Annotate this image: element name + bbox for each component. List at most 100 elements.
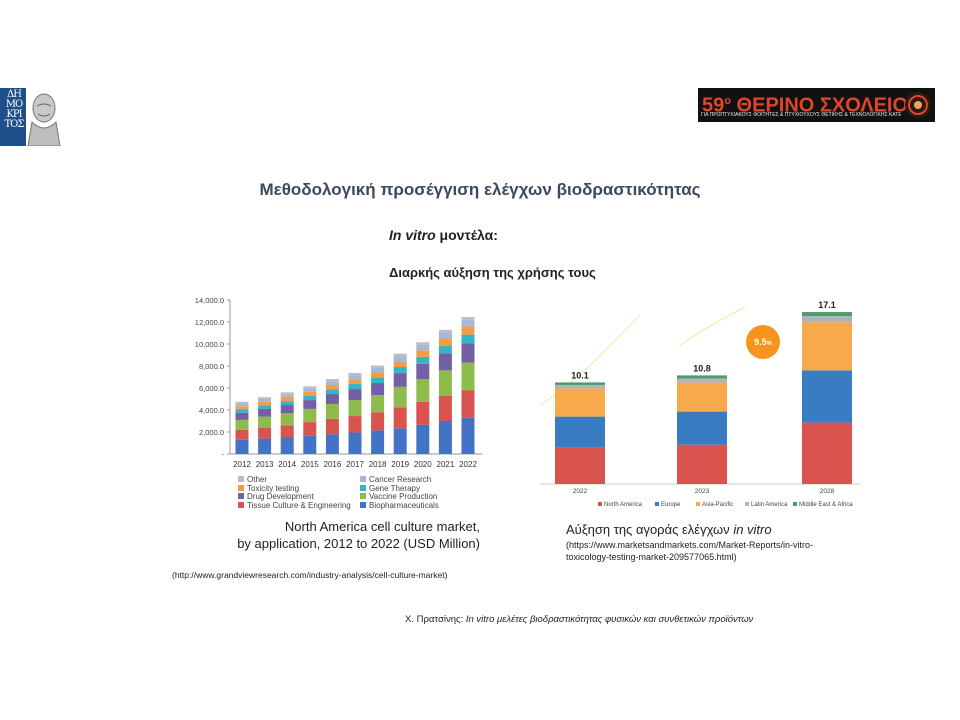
bar-segment	[371, 377, 385, 384]
x-tick-label: 2018	[369, 460, 387, 469]
x-tick-label: 2021	[437, 460, 455, 469]
bar-segment	[677, 411, 727, 445]
bust-icon	[27, 93, 61, 146]
left-chart-source: (http://www.grandviewresearch.com/indust…	[172, 570, 448, 580]
bar-segment	[235, 419, 249, 430]
bar-segment	[280, 394, 294, 398]
legend-swatch	[598, 502, 602, 506]
bar-segment	[438, 345, 452, 354]
legend-label: Vaccine Production	[369, 492, 438, 501]
bar-segment	[258, 398, 272, 402]
bar-segment	[677, 382, 727, 412]
legend-swatch	[793, 502, 797, 506]
bar-segment	[393, 356, 407, 362]
x-tick-label: 2013	[256, 460, 274, 469]
legend-label: Tissue Culture & Engineering	[247, 500, 351, 510]
growth-badge-label: 9.5%	[754, 337, 773, 347]
bar-segment	[371, 367, 385, 373]
trend-curve	[679, 306, 746, 346]
bar-segment	[325, 389, 339, 395]
legend-swatch	[238, 484, 244, 491]
bar-segment	[348, 384, 362, 390]
logo-left-text: ΔΗ ΜΟ ΚΡΙ ΤΟΣ	[4, 89, 25, 130]
bar-segment	[555, 447, 605, 484]
x-tick-label: 2020	[414, 460, 432, 469]
legend-swatch	[360, 501, 366, 508]
legend-label: Drug Development	[247, 492, 314, 501]
bar-segment	[393, 373, 407, 387]
y-tick-label: -	[222, 450, 225, 459]
bar-segment	[303, 386, 317, 389]
galaxy-icon	[905, 92, 931, 118]
x-tick-label: 2028	[820, 488, 835, 495]
legend-label: Europe	[661, 502, 681, 508]
bar-segment	[461, 390, 475, 418]
right-chart-legend: North America Europe Asia-Pacific Latin Ame…	[598, 502, 868, 512]
legend-item: Cancer Research	[360, 475, 431, 484]
bar-segment	[555, 384, 605, 389]
bar-segment	[416, 424, 430, 454]
bar-segment	[280, 401, 294, 406]
legend-item: Europe	[655, 502, 680, 509]
in-vitro-toxicology-market-chart: 10.1 2022 10.8 2023 17.1 2028 9.5%	[540, 300, 860, 495]
bar-segment	[393, 386, 407, 408]
bar-total-label: 17.1	[818, 300, 836, 310]
legend-item: Vaccine Production	[360, 492, 437, 501]
legend-item: Biopharmaceuticals	[360, 501, 439, 510]
growth-badge-unit: %	[767, 341, 773, 347]
bar-segment	[438, 353, 452, 371]
x-tick-label: 2022	[573, 488, 588, 495]
bar-segment	[677, 375, 727, 379]
legend-item: North America	[598, 502, 642, 509]
y-tick-label: 12,000.0	[195, 318, 224, 327]
bar-segment	[393, 407, 407, 429]
bar-segment	[258, 401, 272, 406]
bar-segment	[393, 366, 407, 374]
legend-swatch	[238, 501, 244, 508]
y-tick-label: 6,000.0	[199, 384, 224, 393]
right-chart-caption: Αύξηση της αγοράς ελέγχων in vitro	[566, 522, 772, 537]
bar-total-label: 10.1	[571, 370, 589, 380]
x-tick-label: 2012	[233, 460, 251, 469]
bar-segment	[802, 316, 852, 323]
bar-segment	[235, 439, 249, 454]
bar-segment	[325, 379, 339, 382]
legend-label: Middle East & Africa	[799, 502, 853, 508]
bar-segment	[325, 381, 339, 386]
bar-segment	[235, 401, 249, 404]
legend-swatch	[655, 502, 659, 506]
bar-segment	[416, 356, 430, 364]
bar-segment	[416, 379, 430, 402]
slide-footer: Χ. Πρατσίνης: In vitro μελέτες βιοδραστι…	[405, 614, 754, 625]
bar-segment	[348, 375, 362, 380]
bar-segment	[461, 317, 475, 320]
legend-item: Tissue Culture & Engineering	[238, 501, 351, 510]
left-chart-legend: Other Cancer Research Toxicity testing Gene…	[238, 475, 488, 515]
legend-label: Latin America	[751, 502, 788, 508]
bar-segment	[280, 413, 294, 426]
bar-segment	[416, 401, 430, 425]
bar-segment	[280, 392, 294, 395]
legend-item: Drug Development	[238, 492, 314, 501]
bar-segment	[461, 326, 475, 335]
bar-segment	[461, 343, 475, 363]
y-tick-label: 2,000.0	[199, 428, 224, 437]
bar-segment	[348, 432, 362, 454]
legend-swatch	[360, 476, 366, 482]
subtitle: In vitro μοντέλα:	[389, 227, 498, 243]
legend-swatch	[745, 502, 749, 506]
bar-segment	[235, 409, 249, 413]
bar-segment	[555, 416, 605, 448]
x-tick-label: 2016	[324, 460, 342, 469]
x-tick-label: 2023	[695, 488, 710, 495]
bar-segment	[438, 395, 452, 421]
bar-segment	[303, 388, 317, 392]
legend-swatch	[696, 502, 700, 506]
left-chart-caption: North America cell culture market, by ap…	[237, 519, 480, 551]
bar-segment	[438, 421, 452, 454]
bar-segment	[393, 353, 407, 357]
growth-badge-value: 9.5	[754, 337, 767, 347]
x-tick-label: 2017	[346, 460, 364, 469]
bar-segment	[461, 319, 475, 327]
y-tick-label: 8,000.0	[199, 362, 224, 371]
